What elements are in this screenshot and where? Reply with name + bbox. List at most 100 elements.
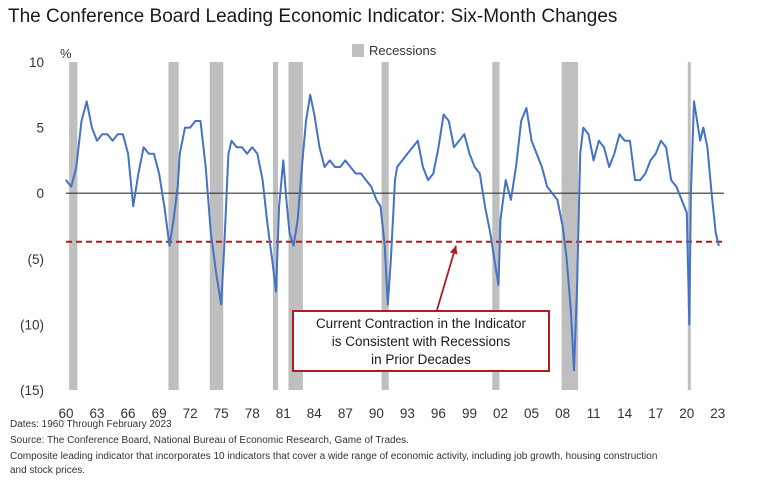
x-tick-label: 63 <box>90 406 105 421</box>
data-point <box>127 153 129 155</box>
data-point <box>562 225 564 227</box>
recession-band-7 <box>492 62 500 390</box>
data-point <box>688 323 690 325</box>
data-point <box>675 186 678 188</box>
data-point <box>91 127 93 129</box>
data-point <box>349 166 352 168</box>
data-point <box>394 179 396 181</box>
data-point <box>401 159 403 161</box>
data-point <box>608 166 610 168</box>
data-point <box>411 146 414 148</box>
data-point <box>448 120 450 122</box>
x-tick-label: 99 <box>462 406 477 421</box>
data-point <box>715 231 717 234</box>
y-tick-label: 0 <box>36 186 44 201</box>
chart-title: The Conference Board Leading Economic In… <box>8 6 618 27</box>
data-point <box>142 146 145 148</box>
y-unit-label: % <box>60 46 72 61</box>
data-point <box>236 146 238 148</box>
data-point <box>479 172 481 175</box>
data-point <box>80 120 83 122</box>
data-point <box>573 369 575 371</box>
data-point <box>153 153 155 155</box>
data-point <box>639 179 641 181</box>
data-point <box>86 100 88 102</box>
data-point <box>65 179 67 181</box>
data-point <box>541 166 543 168</box>
data-point <box>137 172 140 175</box>
data-point <box>587 133 590 135</box>
data-point <box>210 231 212 234</box>
data-point <box>624 140 626 142</box>
y-tick-label: (15) <box>20 383 44 398</box>
data-point <box>390 258 392 260</box>
y-tick-label: (5) <box>28 252 45 267</box>
x-tick-label: 81 <box>276 406 291 421</box>
data-point <box>168 245 171 247</box>
data-point <box>184 127 186 129</box>
data-point <box>655 153 657 155</box>
data-point <box>70 186 72 188</box>
y-tick-label: (10) <box>20 317 44 332</box>
callout-line-1: Current Contraction in the Indicator <box>315 316 527 331</box>
data-point <box>520 120 522 122</box>
data-point <box>344 159 346 161</box>
callout-box: Current Contraction in the Indicator is … <box>292 310 550 372</box>
data-point <box>463 133 465 135</box>
data-point <box>489 231 491 234</box>
data-point <box>215 271 217 273</box>
callout-line-2: is Consistent with Recessions <box>331 334 511 349</box>
data-point <box>603 146 605 148</box>
data-point <box>629 140 631 142</box>
x-tick-label: 78 <box>245 406 260 421</box>
data-point <box>96 140 98 142</box>
data-point <box>710 192 713 194</box>
data-point <box>360 172 362 175</box>
data-point <box>122 133 124 135</box>
data-point <box>117 133 119 135</box>
data-point <box>101 133 103 135</box>
data-point <box>261 179 264 181</box>
x-tick-label: 75 <box>214 406 229 421</box>
data-point <box>365 179 367 181</box>
data-point <box>334 166 336 168</box>
data-point <box>313 113 315 116</box>
x-tick-label: 02 <box>493 406 508 421</box>
data-point <box>515 166 517 168</box>
recession-band-3 <box>209 62 224 390</box>
legend: Recessions <box>352 42 436 58</box>
data-point <box>177 186 179 188</box>
data-point <box>453 146 455 148</box>
x-tick-label: 96 <box>431 406 446 421</box>
data-point <box>301 166 303 168</box>
data-point <box>530 140 533 142</box>
data-point <box>220 304 222 306</box>
data-point <box>223 245 225 247</box>
data-point <box>384 245 386 247</box>
recession-band-1 <box>69 62 78 390</box>
data-point <box>582 127 584 129</box>
data-point <box>132 205 134 207</box>
data-point <box>293 245 295 247</box>
data-point <box>205 166 207 168</box>
data-point <box>282 159 284 161</box>
data-point <box>406 153 409 155</box>
data-point <box>227 153 230 155</box>
data-point <box>634 179 636 181</box>
legend-label-recessions: Recessions <box>369 42 437 58</box>
data-point <box>309 94 311 96</box>
x-tick-label: 87 <box>338 406 353 421</box>
data-point <box>375 199 377 201</box>
data-point <box>246 153 248 155</box>
data-point <box>505 179 507 181</box>
data-point <box>499 218 502 221</box>
data-point <box>297 218 299 221</box>
data-point <box>339 166 341 168</box>
data-point <box>566 258 568 260</box>
x-tick-label: 08 <box>555 406 570 421</box>
x-tick-label: 93 <box>400 406 415 421</box>
data-point <box>251 146 253 148</box>
x-tick-label: 60 <box>58 406 73 421</box>
x-tick-label: 11 <box>587 406 601 421</box>
